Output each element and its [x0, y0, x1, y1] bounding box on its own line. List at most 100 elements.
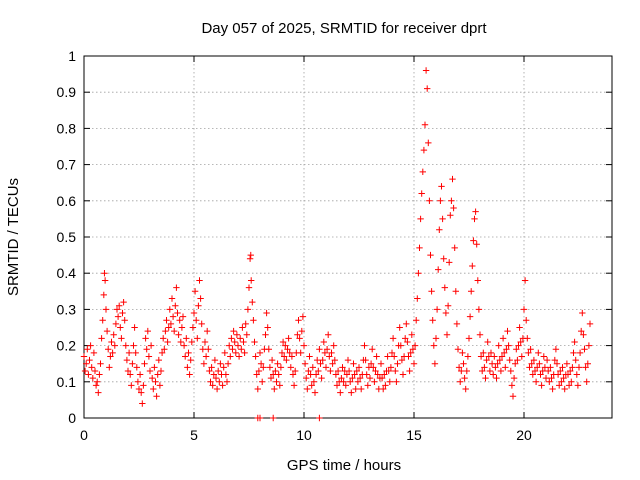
- data-point: [183, 335, 190, 342]
- data-point: [295, 317, 302, 324]
- data-point: [220, 364, 227, 371]
- data-point: [466, 313, 474, 320]
- y-tick-label: 0.4: [57, 265, 77, 281]
- data-point: [397, 342, 404, 349]
- data-point: [415, 270, 422, 277]
- data-point: [495, 342, 502, 349]
- data-point: [496, 356, 503, 364]
- data-point: [537, 371, 544, 378]
- data-point: [108, 338, 115, 346]
- data-point: [215, 367, 222, 375]
- data-point: [449, 175, 456, 183]
- data-point: [300, 342, 308, 349]
- data-point: [515, 342, 522, 349]
- data-point: [427, 251, 434, 259]
- data-point: [296, 335, 303, 342]
- data-point: [231, 338, 238, 346]
- data-point: [507, 367, 514, 375]
- data-point: [506, 356, 513, 364]
- data-point: [435, 266, 442, 273]
- data-point: [356, 374, 364, 382]
- data-point: [145, 353, 153, 360]
- data-point: [189, 324, 197, 331]
- y-tick-label: 0.1: [57, 374, 77, 390]
- data-point: [288, 353, 296, 360]
- data-point: [345, 367, 353, 375]
- data-point: [316, 346, 323, 353]
- data-point: [110, 331, 117, 338]
- data-point: [545, 367, 552, 375]
- data-point: [580, 331, 587, 338]
- data-point: [232, 349, 239, 357]
- data-point: [514, 356, 521, 364]
- data-point: [195, 302, 202, 309]
- data-point: [394, 360, 401, 367]
- data-point: [509, 393, 517, 400]
- data-point: [322, 364, 330, 371]
- data-point: [502, 364, 509, 371]
- data-point: [559, 364, 566, 371]
- data-point: [210, 371, 217, 378]
- data-point: [198, 320, 205, 328]
- data-point: [392, 367, 399, 375]
- y-tick-label: 0.9: [57, 84, 77, 100]
- data-point: [138, 389, 145, 396]
- data-point: [193, 317, 200, 324]
- data-point: [132, 349, 139, 357]
- data-point: [202, 353, 210, 360]
- data-point: [378, 374, 386, 382]
- data-point: [543, 356, 551, 364]
- y-tick-label: 0: [68, 410, 76, 426]
- data-point: [393, 378, 400, 385]
- data-point: [266, 364, 274, 371]
- data-point: [251, 338, 258, 346]
- data-point: [207, 378, 214, 385]
- data-point: [87, 342, 94, 349]
- data-point: [572, 356, 579, 364]
- data-point: [172, 302, 179, 309]
- data-point: [204, 327, 211, 335]
- data-point: [410, 360, 418, 367]
- data-point: [303, 374, 310, 382]
- data-point: [123, 356, 131, 364]
- data-point: [476, 331, 484, 338]
- data-point: [134, 378, 142, 385]
- data-point: [452, 288, 459, 295]
- data-point: [212, 374, 220, 382]
- data-point: [497, 367, 505, 375]
- data-point: [403, 320, 410, 328]
- data-point: [542, 374, 550, 382]
- data-point: [474, 277, 481, 284]
- data-point: [490, 371, 497, 378]
- data-point: [256, 349, 264, 357]
- x-tick-label: 0: [80, 427, 88, 443]
- data-point: [150, 385, 157, 393]
- data-point: [120, 298, 127, 306]
- data-point: [318, 374, 325, 382]
- data-point: [454, 346, 462, 353]
- data-point: [586, 320, 594, 328]
- data-point: [487, 349, 495, 357]
- data-point: [255, 367, 263, 375]
- data-point: [235, 353, 243, 360]
- data-point: [257, 360, 265, 367]
- data-point: [538, 382, 545, 389]
- data-point: [475, 306, 483, 313]
- data-point: [430, 342, 437, 349]
- data-point: [175, 331, 182, 338]
- data-point: [520, 306, 528, 313]
- data-point: [386, 378, 393, 385]
- data-point: [96, 371, 103, 378]
- data-point: [549, 385, 556, 393]
- data-point: [167, 320, 175, 328]
- data-point: [262, 331, 269, 338]
- data-point: [464, 353, 472, 360]
- data-point: [149, 374, 156, 382]
- data-point: [469, 262, 476, 270]
- data-point: [421, 121, 429, 128]
- data-point: [166, 306, 173, 313]
- data-point: [250, 317, 257, 324]
- data-point: [143, 346, 150, 353]
- data-point: [567, 367, 574, 375]
